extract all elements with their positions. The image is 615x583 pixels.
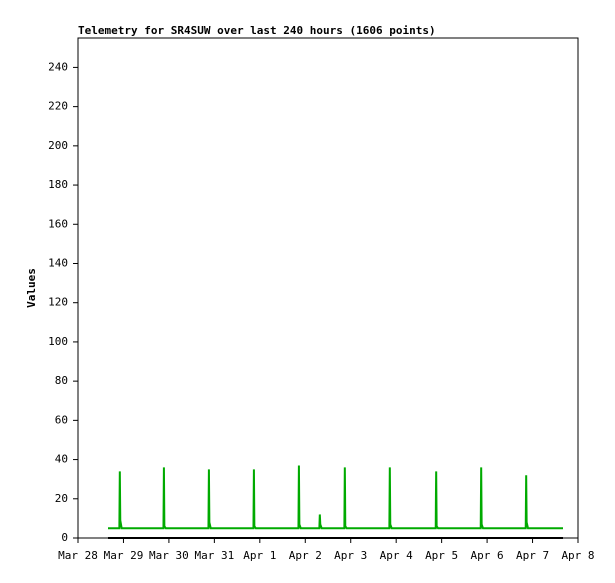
x-tick-label: Apr 3	[334, 549, 367, 562]
y-tick-label: 200	[48, 139, 68, 152]
x-tick-label: Mar 31	[194, 549, 234, 562]
y-tick-label: 120	[48, 296, 68, 309]
plot-frame	[77, 37, 579, 539]
x-tick-label: Mar 28	[58, 549, 98, 562]
y-tick-label: 100	[48, 335, 68, 348]
y-tick-label: 0	[61, 531, 68, 544]
x-tick-label: Apr 2	[289, 549, 322, 562]
y-tick-label: 80	[55, 374, 68, 387]
data-line	[108, 465, 563, 530]
x-tick-label: Apr 1	[243, 549, 276, 562]
x-tick-label: Apr 6	[471, 549, 504, 562]
x-tick-label: Apr 4	[380, 549, 413, 562]
x-tick-label: Apr 8	[561, 549, 594, 562]
y-axis-label: Values	[25, 268, 38, 308]
y-tick-label: 40	[55, 453, 68, 466]
x-tick-label: Apr 7	[516, 549, 549, 562]
y-tick-label: 140	[48, 256, 68, 269]
x-tick-label: Mar 29	[104, 549, 144, 562]
y-tick-label: 180	[48, 178, 68, 191]
y-tick-label: 220	[48, 100, 68, 113]
y-tick-label: 160	[48, 217, 68, 230]
y-tick-label: 240	[48, 60, 68, 73]
y-tick-label: 20	[55, 492, 68, 505]
chart-title: Telemetry for SR4SUW over last 240 hours…	[78, 24, 436, 37]
x-tick-label: Mar 30	[149, 549, 189, 562]
y-tick-label: 60	[55, 413, 68, 426]
x-tick-label: Apr 5	[425, 549, 458, 562]
